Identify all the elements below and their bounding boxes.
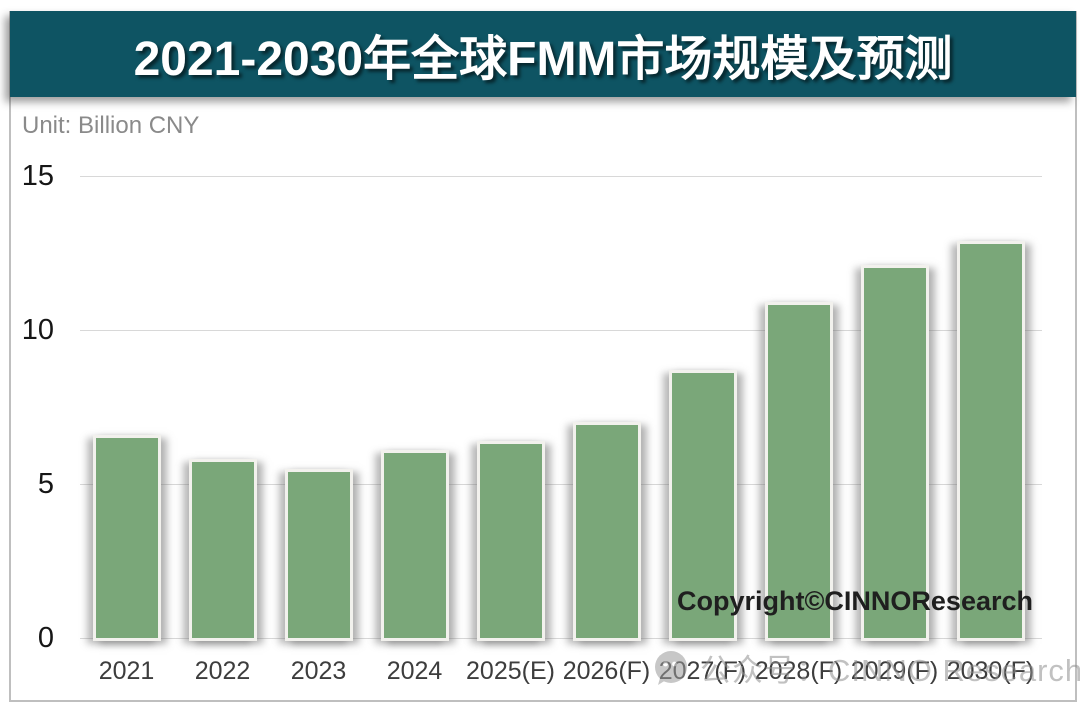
gridline-y10 (80, 330, 1042, 331)
x-tick-label-2029(F): 2029(F) (850, 657, 939, 685)
bar-2023 (284, 468, 353, 641)
y-tick-label-0: 0 (37, 622, 54, 654)
y-tick-label-10: 10 (21, 314, 54, 346)
x-tick-label-2030(F): 2030(F) (946, 657, 1035, 685)
x-tick-label-2028(F): 2028(F) (754, 657, 843, 685)
bar-2027(F) (668, 370, 737, 641)
bar-2024 (380, 450, 449, 641)
bar-2021 (92, 434, 161, 641)
copyright-text: Copyright©CINNOResearch (677, 586, 1033, 616)
bar-2028(F) (764, 302, 833, 641)
bar-2026(F) (572, 422, 641, 641)
bar-2029(F) (860, 265, 929, 641)
gridline-y5 (80, 484, 1042, 485)
y-tick-label-5: 5 (37, 468, 54, 500)
x-tick-label-2024: 2024 (386, 657, 443, 685)
bar-2022 (188, 459, 257, 641)
x-tick-label-2025(E): 2025(E) (466, 657, 555, 685)
unit-label: Unit: Billion CNY (22, 112, 200, 139)
y-tick-label-15: 15 (21, 160, 54, 192)
x-tick-label-2023: 2023 (290, 657, 347, 685)
x-tick-label-2026(F): 2026(F) (562, 657, 651, 685)
gridline-y0 (80, 638, 1042, 639)
gridline-y15 (80, 176, 1042, 177)
bar-2030(F) (956, 240, 1025, 641)
x-tick-label-2027(F): 2027(F) (658, 657, 747, 685)
x-tick-label-2021: 2021 (98, 657, 155, 685)
title-banner: 2021-2030年全球FMM市场规模及预测 (10, 11, 1076, 97)
bar-2025(E) (476, 440, 545, 641)
x-tick-label-2022: 2022 (194, 657, 251, 685)
chart-title: 2021-2030年全球FMM市场规模及预测 (133, 33, 953, 86)
